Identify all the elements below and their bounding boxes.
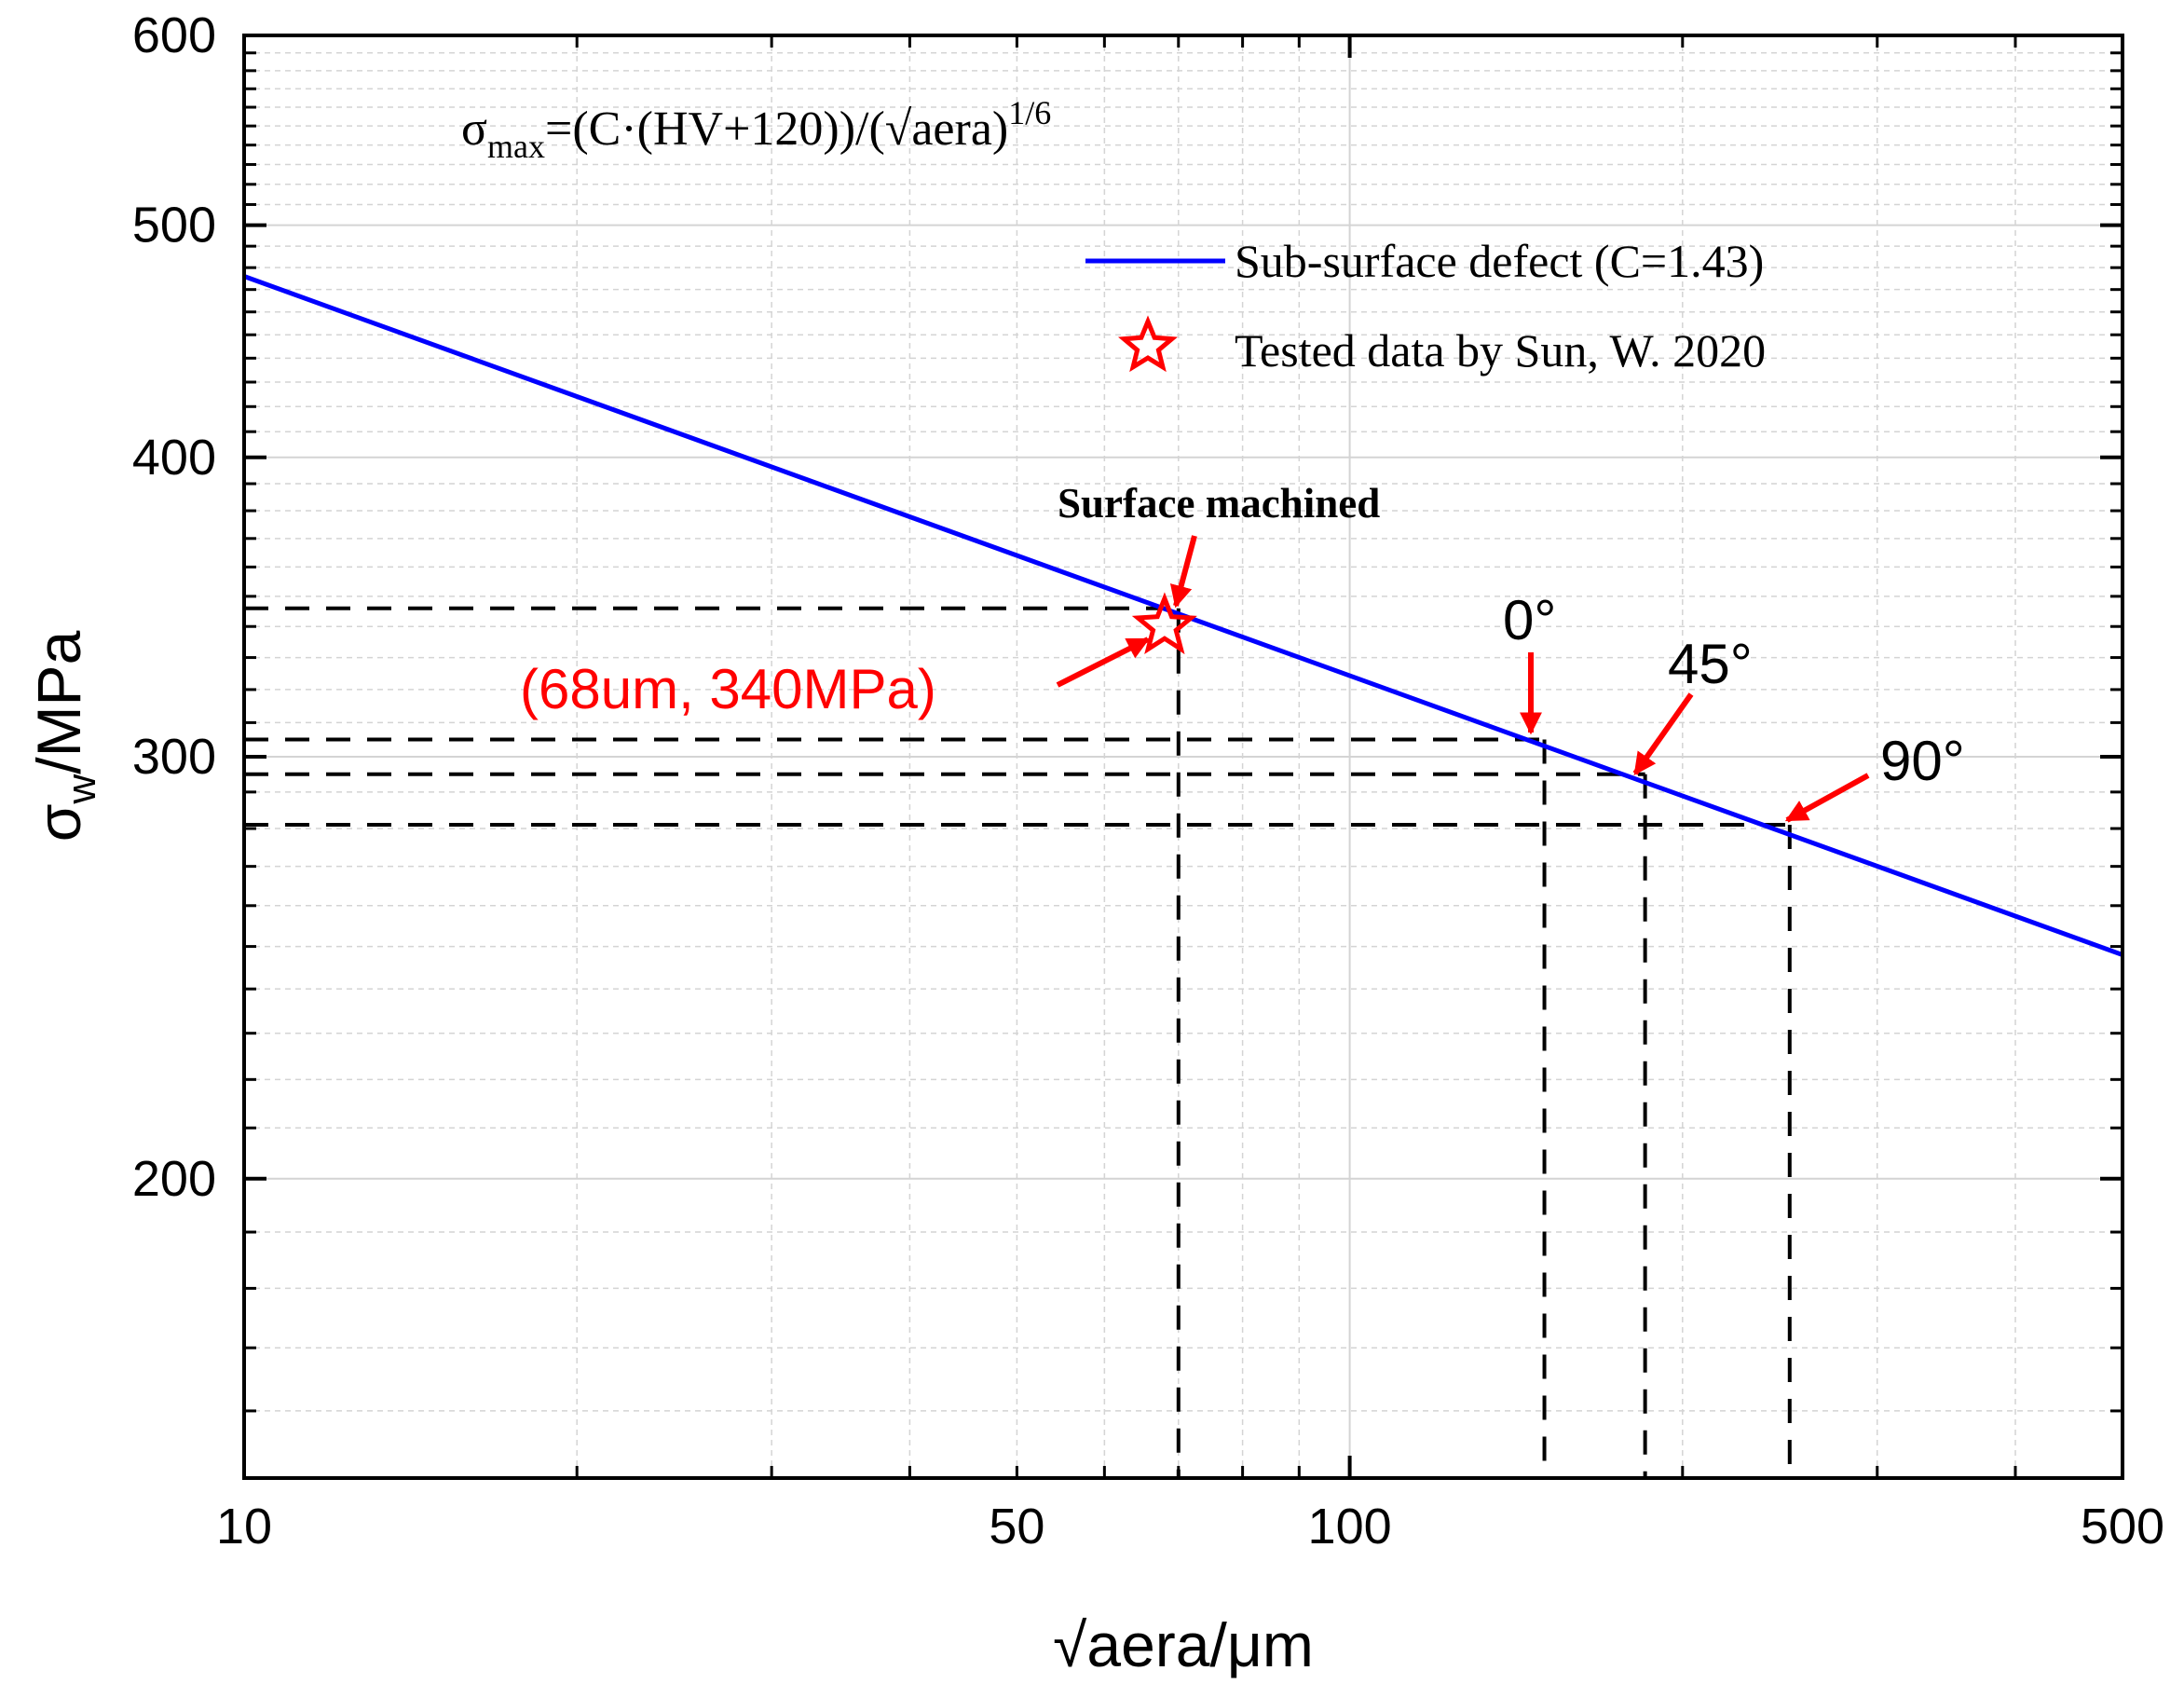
formula-annotation: σmax=(C·(HV+120))/(√aera)1/6 xyxy=(461,94,1051,165)
legend-label-line: Sub-surface defect (C=1.43) xyxy=(1235,235,1764,287)
data-point-star xyxy=(1131,592,1197,655)
y-axis-title: σw/MPa xyxy=(24,630,104,842)
axis-ticks xyxy=(242,34,2124,1478)
angle-45-arrow xyxy=(1632,692,1694,775)
angle-0-label: 0° xyxy=(1503,589,1556,651)
x-tick-label: 500 xyxy=(2081,1499,2164,1554)
x-tick-label: 10 xyxy=(216,1499,272,1554)
x-axis-title: √aera/μm xyxy=(1053,1610,1314,1679)
y-tick-label: 400 xyxy=(132,430,216,486)
legend-label-star: Tested data by Sun, W. 2020 xyxy=(1235,324,1766,377)
legend: Sub-surface defect (C=1.43) Tested data … xyxy=(1085,235,1766,377)
y-tick-label: 200 xyxy=(132,1151,216,1207)
angle-45-label: 45° xyxy=(1668,633,1753,695)
point-value-label: (68um, 340MPa) xyxy=(520,658,936,720)
reference-dashed-lines xyxy=(244,606,1792,1478)
tick-labels: 10 50 100 500 200 300 400 500 600 xyxy=(132,7,2164,1554)
x-tick-label: 50 xyxy=(989,1499,1044,1554)
y-tick-label: 500 xyxy=(132,198,216,253)
surface-machined-arrow xyxy=(1169,535,1197,609)
legend-star-marker xyxy=(1117,315,1179,373)
grid-layer xyxy=(243,34,2123,1478)
point-value-arrow xyxy=(1056,637,1151,688)
y-tick-label: 600 xyxy=(132,7,216,63)
angle-90-arrow xyxy=(1784,773,1870,823)
y-tick-label: 300 xyxy=(132,729,216,785)
series-layer xyxy=(243,274,2123,957)
surface-machined-label: Surface machined xyxy=(1058,480,1380,527)
x-tick-label: 100 xyxy=(1308,1499,1392,1554)
angle-90-label: 90° xyxy=(1880,730,1965,792)
